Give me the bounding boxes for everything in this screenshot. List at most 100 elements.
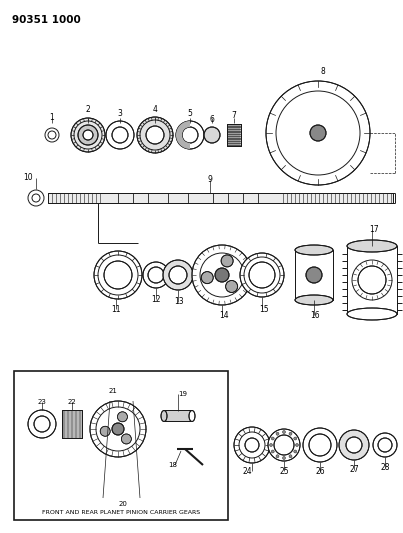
Circle shape [270, 443, 272, 447]
Circle shape [274, 435, 294, 455]
Circle shape [45, 128, 59, 142]
Text: 19: 19 [179, 391, 187, 397]
Circle shape [201, 272, 213, 284]
Text: 22: 22 [68, 399, 77, 405]
Circle shape [226, 280, 238, 293]
Circle shape [34, 416, 50, 432]
Circle shape [176, 121, 204, 149]
Circle shape [163, 260, 193, 290]
Text: 17: 17 [369, 225, 379, 235]
Circle shape [28, 410, 56, 438]
Ellipse shape [161, 410, 167, 422]
Circle shape [249, 262, 275, 288]
Circle shape [182, 127, 198, 143]
Bar [164, 410, 192, 421]
Text: 28: 28 [380, 463, 390, 472]
Wedge shape [176, 121, 190, 149]
Text: 12: 12 [151, 295, 161, 303]
Circle shape [358, 266, 386, 294]
Bar [347, 246, 397, 314]
Text: 26: 26 [315, 467, 325, 477]
Ellipse shape [189, 410, 195, 422]
Text: 25: 25 [279, 466, 289, 475]
Text: 23: 23 [37, 399, 46, 405]
Text: 24: 24 [242, 466, 252, 475]
Text: 14: 14 [219, 311, 229, 319]
Circle shape [245, 438, 259, 452]
Circle shape [28, 190, 44, 206]
Text: 10: 10 [23, 174, 33, 182]
Circle shape [310, 125, 326, 141]
Circle shape [240, 253, 284, 297]
Bar [164, 410, 192, 421]
Bar [295, 250, 333, 300]
Text: 20: 20 [118, 501, 127, 507]
Text: 11: 11 [111, 304, 121, 313]
Ellipse shape [347, 240, 397, 252]
Bar [347, 246, 397, 314]
Ellipse shape [347, 308, 397, 320]
Ellipse shape [295, 245, 333, 255]
Text: 15: 15 [259, 304, 269, 313]
Circle shape [306, 267, 322, 283]
Text: 1: 1 [50, 114, 54, 123]
Text: 13: 13 [174, 297, 184, 306]
Text: 5: 5 [187, 109, 193, 117]
Circle shape [303, 428, 337, 462]
Bar [227, 124, 241, 146]
Bar [48, 193, 393, 203]
Circle shape [339, 430, 369, 460]
Text: 7: 7 [232, 110, 237, 119]
Ellipse shape [295, 295, 333, 305]
Circle shape [146, 126, 164, 144]
Circle shape [373, 433, 397, 457]
Circle shape [169, 266, 187, 284]
Circle shape [276, 455, 279, 458]
Text: 90351 1000: 90351 1000 [12, 15, 81, 25]
Text: FRONT AND REAR PLANET PINION CARRIER GEARS: FRONT AND REAR PLANET PINION CARRIER GEA… [42, 510, 200, 514]
Circle shape [100, 426, 110, 436]
Circle shape [104, 261, 132, 289]
Circle shape [346, 437, 362, 453]
Text: 3: 3 [118, 109, 123, 117]
Circle shape [271, 450, 274, 453]
Circle shape [83, 130, 93, 140]
Text: 16: 16 [310, 311, 320, 319]
Circle shape [294, 437, 297, 440]
Circle shape [106, 121, 134, 149]
Circle shape [48, 131, 56, 139]
Circle shape [192, 245, 252, 305]
Text: 4: 4 [153, 104, 158, 114]
Text: 27: 27 [349, 465, 359, 474]
Text: 2: 2 [85, 106, 90, 115]
Bar [227, 124, 241, 146]
Circle shape [309, 434, 331, 456]
Circle shape [283, 456, 285, 459]
Circle shape [289, 455, 292, 458]
Bar [62, 410, 82, 438]
Circle shape [266, 81, 370, 185]
Text: 6: 6 [210, 115, 214, 124]
Circle shape [271, 437, 274, 440]
Circle shape [221, 255, 233, 267]
Bar [295, 250, 333, 300]
Circle shape [294, 450, 297, 453]
Bar [62, 410, 82, 438]
Circle shape [78, 125, 98, 145]
Circle shape [378, 438, 392, 452]
Bar [14, 371, 228, 520]
Text: 8: 8 [321, 68, 325, 77]
Circle shape [112, 127, 128, 143]
Circle shape [94, 251, 142, 299]
Circle shape [117, 412, 127, 422]
Circle shape [112, 423, 124, 435]
Circle shape [268, 429, 300, 461]
Circle shape [295, 443, 299, 447]
Circle shape [283, 431, 285, 433]
Text: 9: 9 [208, 175, 212, 184]
Circle shape [204, 127, 220, 143]
Circle shape [289, 432, 292, 435]
Circle shape [71, 118, 105, 152]
Circle shape [148, 267, 164, 283]
Circle shape [215, 268, 229, 282]
